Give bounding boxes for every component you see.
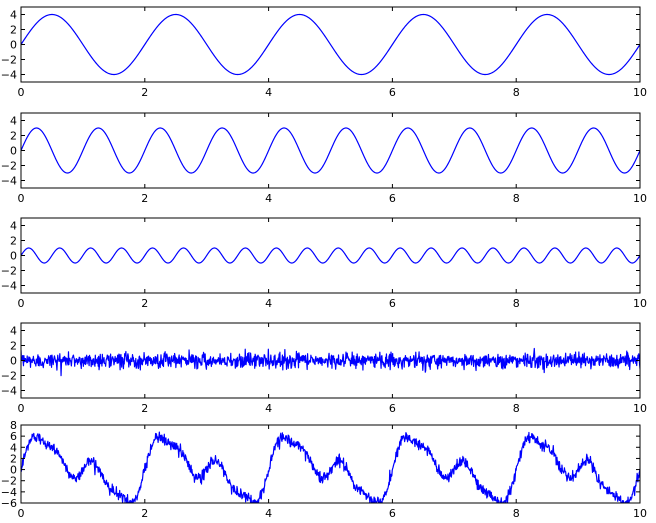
x-tick-label: 2 bbox=[141, 402, 148, 415]
subplot-1: 0 2 4 6 8 10 −4 −2 0 2 4 bbox=[1, 6, 647, 99]
x-tick-label: 8 bbox=[513, 297, 520, 310]
x-tick-label: 0 bbox=[18, 507, 25, 520]
x-tick-label: 4 bbox=[265, 297, 272, 310]
x-tick-label: 4 bbox=[265, 192, 272, 205]
x-tick-label: 0 bbox=[18, 192, 25, 205]
x-tick-label: 8 bbox=[513, 402, 520, 415]
y-tick-label: −2 bbox=[1, 370, 17, 383]
x-tick-label: 0 bbox=[18, 86, 25, 99]
y-tick-label: −4 bbox=[1, 385, 17, 398]
y-tick-label: 2 bbox=[10, 340, 17, 353]
y-tick-label: 6 bbox=[10, 430, 17, 443]
x-tick-label: 0 bbox=[18, 402, 25, 415]
x-tick-label: 2 bbox=[141, 86, 148, 99]
y-tick-label: 2 bbox=[10, 452, 17, 465]
x-tick-label: 6 bbox=[389, 297, 396, 310]
x-tick-label: 8 bbox=[513, 192, 520, 205]
y-tick-label: −4 bbox=[1, 69, 17, 82]
subplot-2: 0 2 4 6 8 10 −4 −2 0 2 4 bbox=[1, 112, 647, 205]
y-tick-label: 0 bbox=[10, 464, 17, 477]
y-tick-label: −2 bbox=[1, 54, 17, 67]
y-tick-label: 2 bbox=[10, 130, 17, 143]
y-tick-label: 4 bbox=[10, 9, 17, 22]
y-tick-label: −2 bbox=[1, 475, 17, 488]
y-tick-label: −2 bbox=[1, 160, 17, 173]
x-tick-label: 10 bbox=[633, 297, 647, 310]
y-tick-label: −6 bbox=[1, 497, 17, 510]
y-tick-label: 4 bbox=[10, 220, 17, 233]
subplot-4: 0 2 4 6 8 10 −4 −2 0 2 4 bbox=[1, 322, 647, 415]
y-tick-label: 4 bbox=[10, 325, 17, 338]
x-tick-label: 10 bbox=[633, 507, 647, 520]
x-tick-label: 4 bbox=[265, 507, 272, 520]
series-line-3-1 bbox=[21, 247, 640, 264]
series-line-1-1 bbox=[21, 13, 640, 76]
y-tick-label: −4 bbox=[1, 486, 17, 499]
y-tick-label: 2 bbox=[10, 24, 17, 37]
axes-frame bbox=[20, 424, 641, 504]
x-tick-label: 2 bbox=[141, 507, 148, 520]
y-tick-label: 0 bbox=[10, 250, 17, 263]
x-tick-label: 6 bbox=[389, 86, 396, 99]
series-line-4-1 bbox=[21, 347, 640, 377]
x-tick-label: 8 bbox=[513, 86, 520, 99]
series-line-5-1 bbox=[21, 431, 640, 503]
x-tick-label: 2 bbox=[141, 192, 148, 205]
y-tick-label: 0 bbox=[10, 39, 17, 52]
subplot-3: 0 2 4 6 8 10 −4 −2 0 2 4 bbox=[1, 217, 647, 310]
x-tick-label: 10 bbox=[633, 192, 647, 205]
y-tick-label: −4 bbox=[1, 175, 17, 188]
y-tick-label: 0 bbox=[10, 355, 17, 368]
x-tick-label: 0 bbox=[18, 297, 25, 310]
x-tick-label: 8 bbox=[513, 507, 520, 520]
x-tick-label: 4 bbox=[265, 86, 272, 99]
x-tick-label: 6 bbox=[389, 402, 396, 415]
x-tick-label: 4 bbox=[265, 402, 272, 415]
x-tick-label: 10 bbox=[633, 86, 647, 99]
y-tick-label: −4 bbox=[1, 280, 17, 293]
x-tick-label: 2 bbox=[141, 297, 148, 310]
y-tick-label: 0 bbox=[10, 145, 17, 158]
y-tick-label: 4 bbox=[10, 115, 17, 128]
y-tick-label: 2 bbox=[10, 235, 17, 248]
y-tick-label: 4 bbox=[10, 441, 17, 454]
x-tick-label: 10 bbox=[633, 402, 647, 415]
y-tick-label: −2 bbox=[1, 265, 17, 278]
x-tick-label: 6 bbox=[389, 192, 396, 205]
x-tick-label: 6 bbox=[389, 507, 396, 520]
y-tick-label: 8 bbox=[10, 419, 17, 432]
series-line-2-1 bbox=[21, 127, 640, 174]
